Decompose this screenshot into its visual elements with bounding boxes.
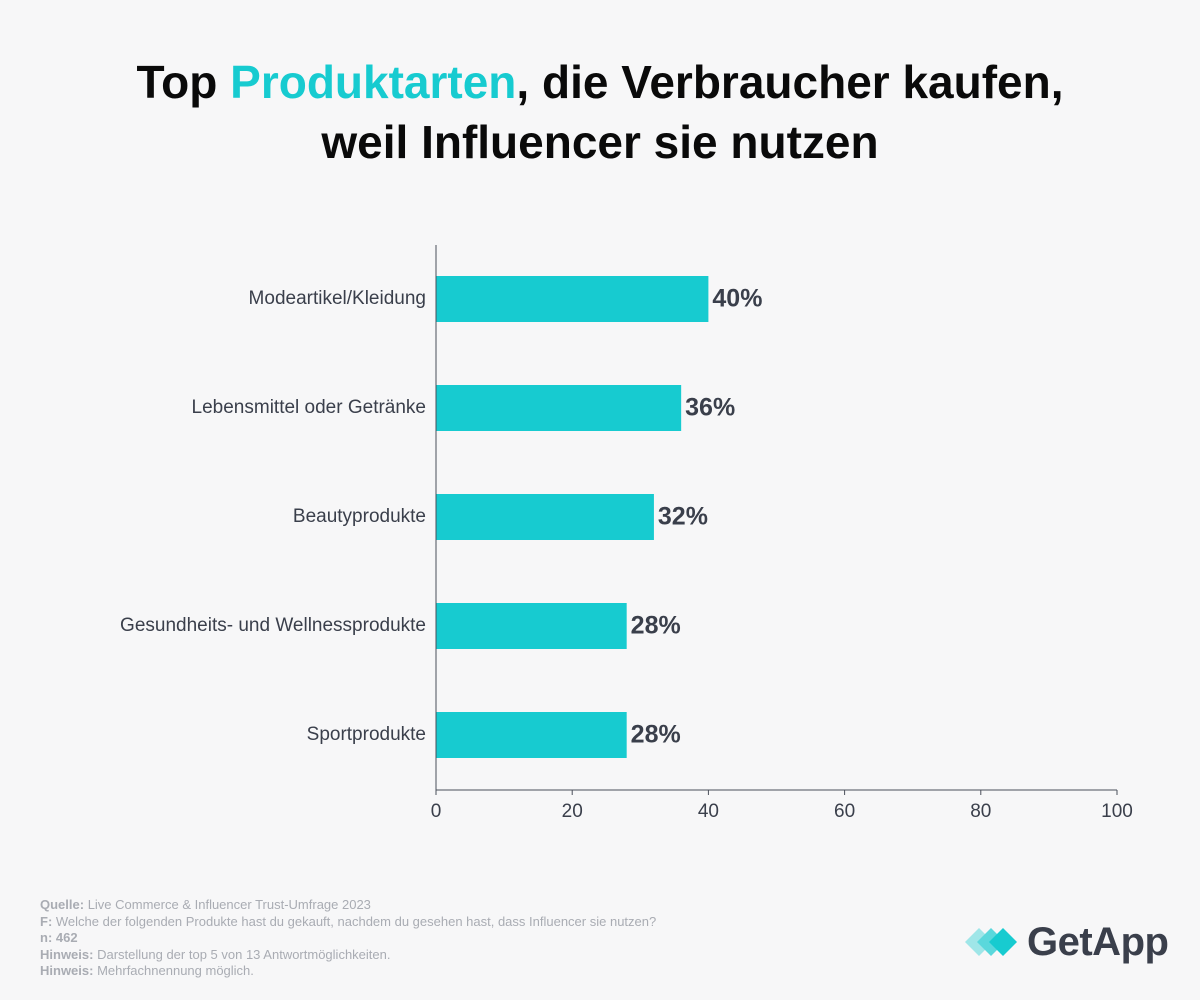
bar-3	[436, 603, 627, 649]
x-tick-label-5: 100	[1101, 801, 1133, 822]
x-tick-label-1: 20	[562, 801, 583, 822]
getapp-logo: GetApp	[963, 918, 1178, 966]
bar-0	[436, 276, 709, 322]
category-label-1: Lebensmittel oder Getränke	[192, 397, 426, 418]
value-label-2: 32%	[658, 503, 708, 531]
value-label-3: 28%	[631, 612, 681, 640]
bar-1	[436, 385, 682, 431]
chart-footer: Quelle: Live Commerce & Influencer Trust…	[40, 897, 920, 980]
title-line2: weil Influencer sie nutzen	[321, 116, 879, 168]
footer-note2-text: Mehrfachnennung möglich.	[93, 963, 254, 978]
footer-question: F: Welche der folgenden Produkte hast du…	[40, 914, 920, 931]
title-highlight: Produktarten	[230, 56, 517, 108]
footer-n-key: n:	[40, 930, 53, 945]
axes-group: 0 20 40 60 80 100	[431, 245, 1133, 822]
footer-source-key: Quelle:	[40, 897, 85, 912]
footer-question-text: Welche der folgenden Produkte hast du ge…	[52, 913, 657, 929]
bar-2	[436, 494, 654, 540]
footer-question-key: F:	[40, 913, 53, 929]
category-label-3: Gesundheits- und Wellnessprodukte	[120, 615, 426, 636]
footer-source: Quelle: Live Commerce & Influencer Trust…	[40, 897, 920, 914]
bar-chart: Modeartikel/Kleidung 40% Lebensmittel oder…	[120, 245, 1133, 822]
title-prefix: Top	[136, 56, 231, 108]
value-label-0: 40%	[712, 285, 762, 313]
chart-title: Top Produktarten, die Verbraucher kaufen…	[0, 52, 1200, 172]
x-tick-label-4: 80	[970, 801, 991, 822]
x-tick-label-0: 0	[431, 801, 442, 822]
x-tick-label-3: 60	[834, 801, 855, 822]
footer-note1-key: Hinweis:	[40, 946, 94, 962]
x-tick-label-2: 40	[698, 801, 719, 822]
footer-note2-key: Hinweis:	[40, 963, 94, 978]
category-label-2: Beautyprodukte	[293, 506, 426, 527]
category-label-4: Sportprodukte	[307, 724, 426, 745]
bar-4	[436, 712, 627, 758]
logo-brand-text: GetApp	[1027, 920, 1169, 964]
footer-n: n: 462	[40, 930, 920, 947]
category-label-0: Modeartikel/Kleidung	[249, 288, 426, 309]
footer-source-text: Live Commerce & Influencer Trust-Umfrage…	[84, 897, 371, 912]
footer-n-text: 462	[52, 930, 78, 945]
footer-note1-text: Darstellung der top 5 von 13 Antwortmögl…	[93, 946, 391, 962]
getapp-chevrons-icon	[965, 928, 1017, 956]
footer-note2: Hinweis: Mehrfachnennung möglich.	[40, 963, 920, 980]
value-label-4: 28%	[631, 721, 681, 749]
value-label-1: 36%	[685, 394, 735, 422]
footer-note1: Hinweis: Darstellung der top 5 von 13 An…	[40, 947, 920, 964]
title-suffix: , die Verbraucher kaufen,	[516, 56, 1064, 108]
bars-group: Modeartikel/Kleidung 40% Lebensmittel oder…	[120, 276, 762, 758]
